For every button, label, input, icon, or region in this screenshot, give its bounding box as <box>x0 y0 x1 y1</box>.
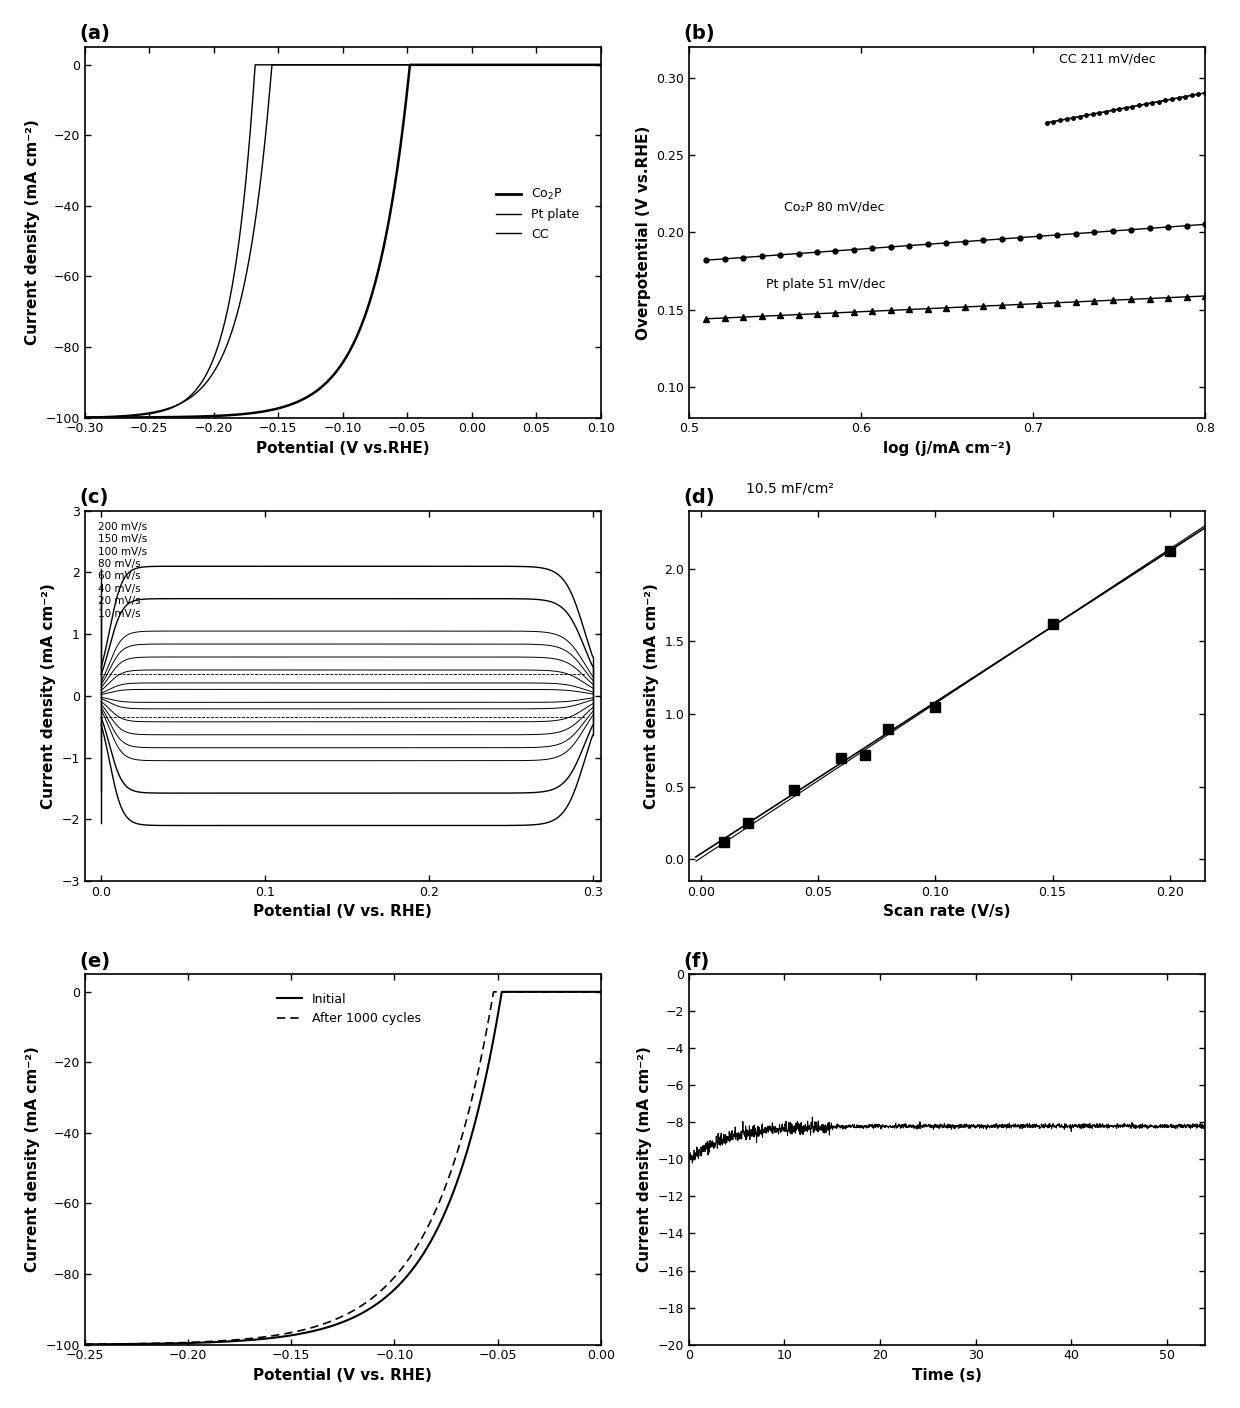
X-axis label: log (j/mA cm⁻²): log (j/mA cm⁻²) <box>883 441 1011 456</box>
X-axis label: Potential (V vs. RHE): Potential (V vs. RHE) <box>253 1369 433 1383</box>
Text: 10.5 mF/cm²: 10.5 mF/cm² <box>745 482 833 496</box>
Line: Initial: Initial <box>84 991 601 1345</box>
After 1000 cycles <box>484 997 498 1014</box>
Initial <box>578 983 593 1000</box>
Initial <box>77 1336 92 1353</box>
Initial <box>594 983 609 1000</box>
After 1000 cycles <box>329 1311 343 1328</box>
Y-axis label: Overpotential (V vs.RHE): Overpotential (V vs.RHE) <box>636 125 651 339</box>
X-axis label: Time (s): Time (s) <box>913 1369 982 1383</box>
Text: Co₂P 80 mV/dec: Co₂P 80 mV/dec <box>784 201 884 214</box>
After 1000 cycles <box>578 983 593 1000</box>
Y-axis label: Current density (mA cm⁻²): Current density (mA cm⁻²) <box>41 583 56 808</box>
Initial <box>484 1043 498 1060</box>
After 1000 cycles <box>486 983 501 1000</box>
Legend: Initial, After 1000 cycles: Initial, After 1000 cycles <box>272 988 425 1031</box>
Text: (a): (a) <box>79 24 110 44</box>
Text: 200 mV/s
150 mV/s
100 mV/s
80 mV/s
60 mV/s
40 mV/s
20 mV/s
10 mV/s: 200 mV/s 150 mV/s 100 mV/s 80 mV/s 60 mV… <box>98 522 148 618</box>
Initial <box>315 1321 330 1338</box>
Y-axis label: Current density (mA cm⁻²): Current density (mA cm⁻²) <box>25 1046 40 1273</box>
Text: (b): (b) <box>683 24 715 44</box>
Text: (c): (c) <box>79 489 109 507</box>
After 1000 cycles <box>579 983 594 1000</box>
After 1000 cycles <box>77 1336 92 1353</box>
Legend: Co$_2$P, Pt plate, CC: Co$_2$P, Pt plate, CC <box>491 182 584 245</box>
Text: (e): (e) <box>79 952 110 970</box>
X-axis label: Scan rate (V/s): Scan rate (V/s) <box>883 904 1011 919</box>
Y-axis label: Current density (mA cm⁻²): Current density (mA cm⁻²) <box>637 1046 652 1273</box>
Initial <box>579 983 594 1000</box>
Initial <box>104 1336 119 1353</box>
Text: Pt plate 51 mV/dec: Pt plate 51 mV/dec <box>766 277 885 291</box>
After 1000 cycles <box>594 983 609 1000</box>
Text: CC 211 mV/dec: CC 211 mV/dec <box>1059 52 1156 66</box>
Y-axis label: Current density (mA cm⁻²): Current density (mA cm⁻²) <box>644 583 658 808</box>
Y-axis label: Current density (mA cm⁻²): Current density (mA cm⁻²) <box>25 120 40 345</box>
Text: (f): (f) <box>683 952 711 970</box>
X-axis label: Potential (V vs.RHE): Potential (V vs.RHE) <box>255 441 429 456</box>
X-axis label: Potential (V vs. RHE): Potential (V vs. RHE) <box>253 904 433 919</box>
After 1000 cycles <box>315 1316 330 1333</box>
Initial <box>495 983 510 1000</box>
After 1000 cycles <box>104 1336 119 1353</box>
Initial <box>329 1316 343 1333</box>
Line: After 1000 cycles: After 1000 cycles <box>84 991 601 1345</box>
Text: (d): (d) <box>683 489 715 507</box>
